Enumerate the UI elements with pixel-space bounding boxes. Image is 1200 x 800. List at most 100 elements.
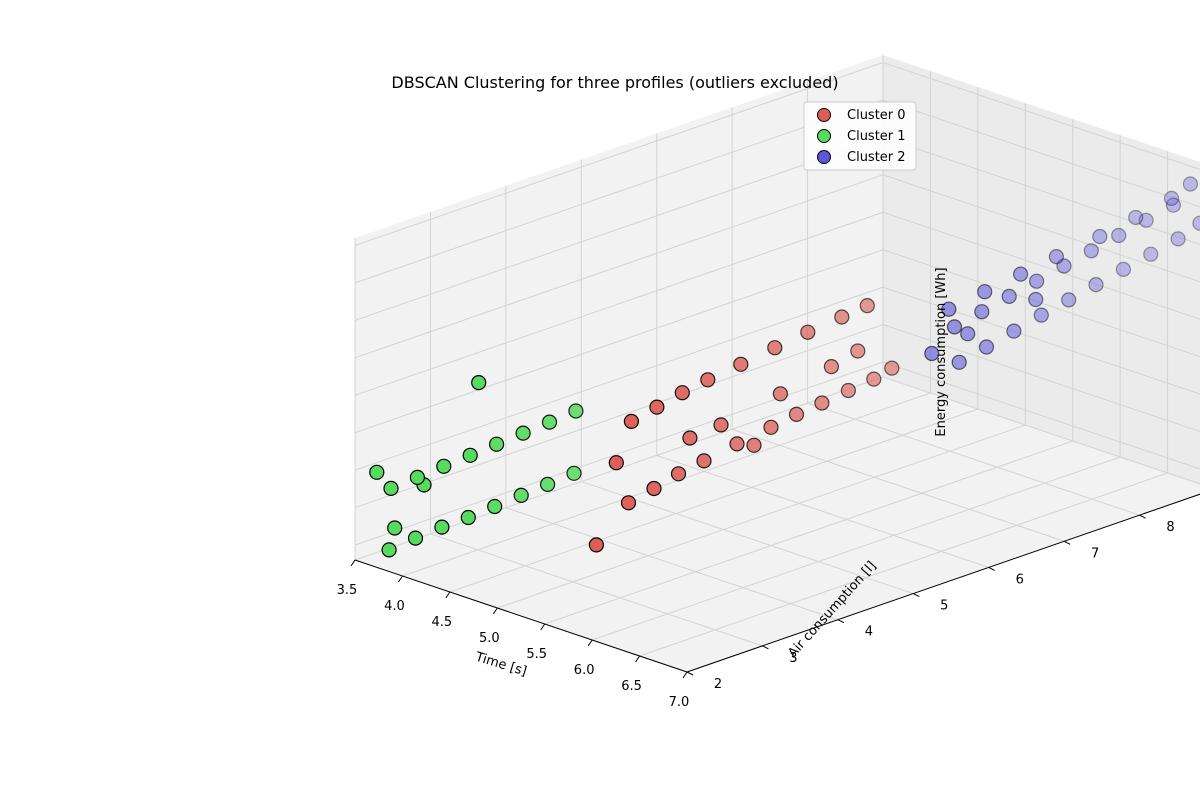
cluster-1-point [513, 487, 529, 503]
cluster-1-point [436, 458, 452, 474]
axis-lines [350, 493, 1200, 679]
y-grid-floor [731, 428, 1065, 542]
z-grid-back [882, 286, 1200, 395]
y-grid-floor [656, 454, 989, 568]
cluster-2-point [1056, 258, 1072, 274]
axis-panes [355, 55, 1200, 672]
x-tick-label: 5.5 [526, 647, 547, 662]
cluster-2-point [1033, 307, 1049, 323]
cluster-0-point [859, 298, 875, 314]
cluster-0-point [700, 372, 716, 388]
y-tick-label: 5 [940, 599, 948, 614]
x-tick-mark [492, 607, 498, 615]
cluster-1-point [369, 464, 385, 480]
cluster-2-point [1182, 176, 1199, 192]
left-pane [355, 55, 883, 560]
x-tick-label: 4.5 [432, 615, 453, 630]
legend-label-1: Cluster 1 [847, 129, 906, 144]
z-grid-back [882, 174, 1200, 283]
z-grid-left [354, 99, 884, 284]
cluster-2-point [1028, 291, 1044, 308]
x-tick-label: 4.0 [384, 599, 405, 614]
cluster-2-point [951, 354, 967, 370]
floor-pane [355, 377, 1200, 672]
cluster-1-point [539, 476, 556, 492]
cluster-0-point [746, 437, 762, 453]
cluster-0-point [884, 360, 900, 376]
x-grid-floor [497, 424, 1026, 609]
cluster-1-point [515, 425, 531, 441]
cluster-0-point [840, 382, 857, 399]
z-grid-back [882, 211, 1200, 320]
cluster-2-point [977, 284, 993, 300]
cluster-1-point [409, 469, 425, 485]
legend-box [803, 101, 917, 171]
y-tick-label: 7 [1091, 546, 1099, 561]
cluster-0-point [674, 385, 690, 401]
cluster-2-point [1083, 243, 1099, 259]
cluster-2-point [1092, 228, 1108, 245]
z-grid-left [354, 361, 884, 546]
legend-marker-2 [817, 150, 831, 164]
cluster-2-point [1115, 261, 1132, 277]
x-tick-label: 3.5 [337, 583, 358, 598]
x-tick-mark [445, 591, 451, 599]
cluster-2-point [1001, 288, 1017, 304]
y-tick-label: 4 [865, 625, 873, 640]
cluster-0-point [729, 436, 745, 452]
data-points [369, 176, 1200, 558]
cluster-2-point [1088, 277, 1104, 293]
cluster-2-point [1128, 209, 1144, 226]
y-tick-mark [1139, 514, 1146, 519]
y-tick-mark [1063, 540, 1071, 545]
z-grid-back [882, 324, 1200, 433]
cluster-0-point [788, 406, 805, 422]
cluster-2-point [1061, 292, 1077, 308]
z-grid-back [882, 249, 1200, 358]
cluster-0-point [763, 419, 779, 435]
x-axis-label: Time [s] [473, 649, 529, 679]
z-grid-back [882, 62, 1200, 170]
cluster-0-point [772, 386, 789, 402]
y-grid-floor [430, 533, 763, 647]
y-tick-label: 3 [789, 651, 797, 666]
cluster-0-point [608, 455, 624, 471]
cluster-0-point [646, 480, 662, 497]
y-tick-mark [837, 619, 845, 624]
cluster-0-point [814, 395, 830, 411]
back-pane [883, 55, 1200, 484]
x-tick-mark [540, 623, 546, 631]
cluster-2-point [1143, 246, 1159, 262]
y-grid-floor [505, 507, 839, 621]
cluster-2-point [1165, 197, 1182, 213]
legend-label-0: Cluster 0 [847, 108, 906, 123]
x-grid-floor [639, 472, 1168, 657]
x-tick-label: 5.0 [479, 631, 500, 646]
cluster-2-point [960, 326, 976, 342]
cluster-2-point [978, 339, 995, 355]
y-axis-line [686, 493, 1200, 673]
cluster-2-point [1111, 227, 1127, 244]
cluster-0-point [670, 466, 687, 482]
x-tick-mark [350, 559, 356, 567]
y-tick-mark [762, 645, 769, 650]
x-tick-mark [635, 655, 640, 663]
y-grid-floor [807, 402, 1140, 516]
x-tick-mark [682, 671, 688, 679]
cluster-1-point [434, 519, 450, 535]
cluster-1-point [381, 542, 397, 558]
z-grid-left [354, 249, 884, 434]
cluster-1-point [471, 375, 487, 391]
cluster-0-point [649, 399, 665, 415]
cluster-1-point [383, 480, 399, 496]
x-grid-floor [402, 392, 931, 577]
x-grid-floor [449, 408, 979, 593]
cluster-1-point [541, 414, 558, 430]
y-tick-label: 2 [714, 677, 722, 692]
x-tick-label: 6.5 [621, 679, 642, 694]
cluster-0-point [823, 359, 840, 375]
cluster-1-point [489, 436, 505, 452]
z-grid-left [354, 324, 884, 509]
